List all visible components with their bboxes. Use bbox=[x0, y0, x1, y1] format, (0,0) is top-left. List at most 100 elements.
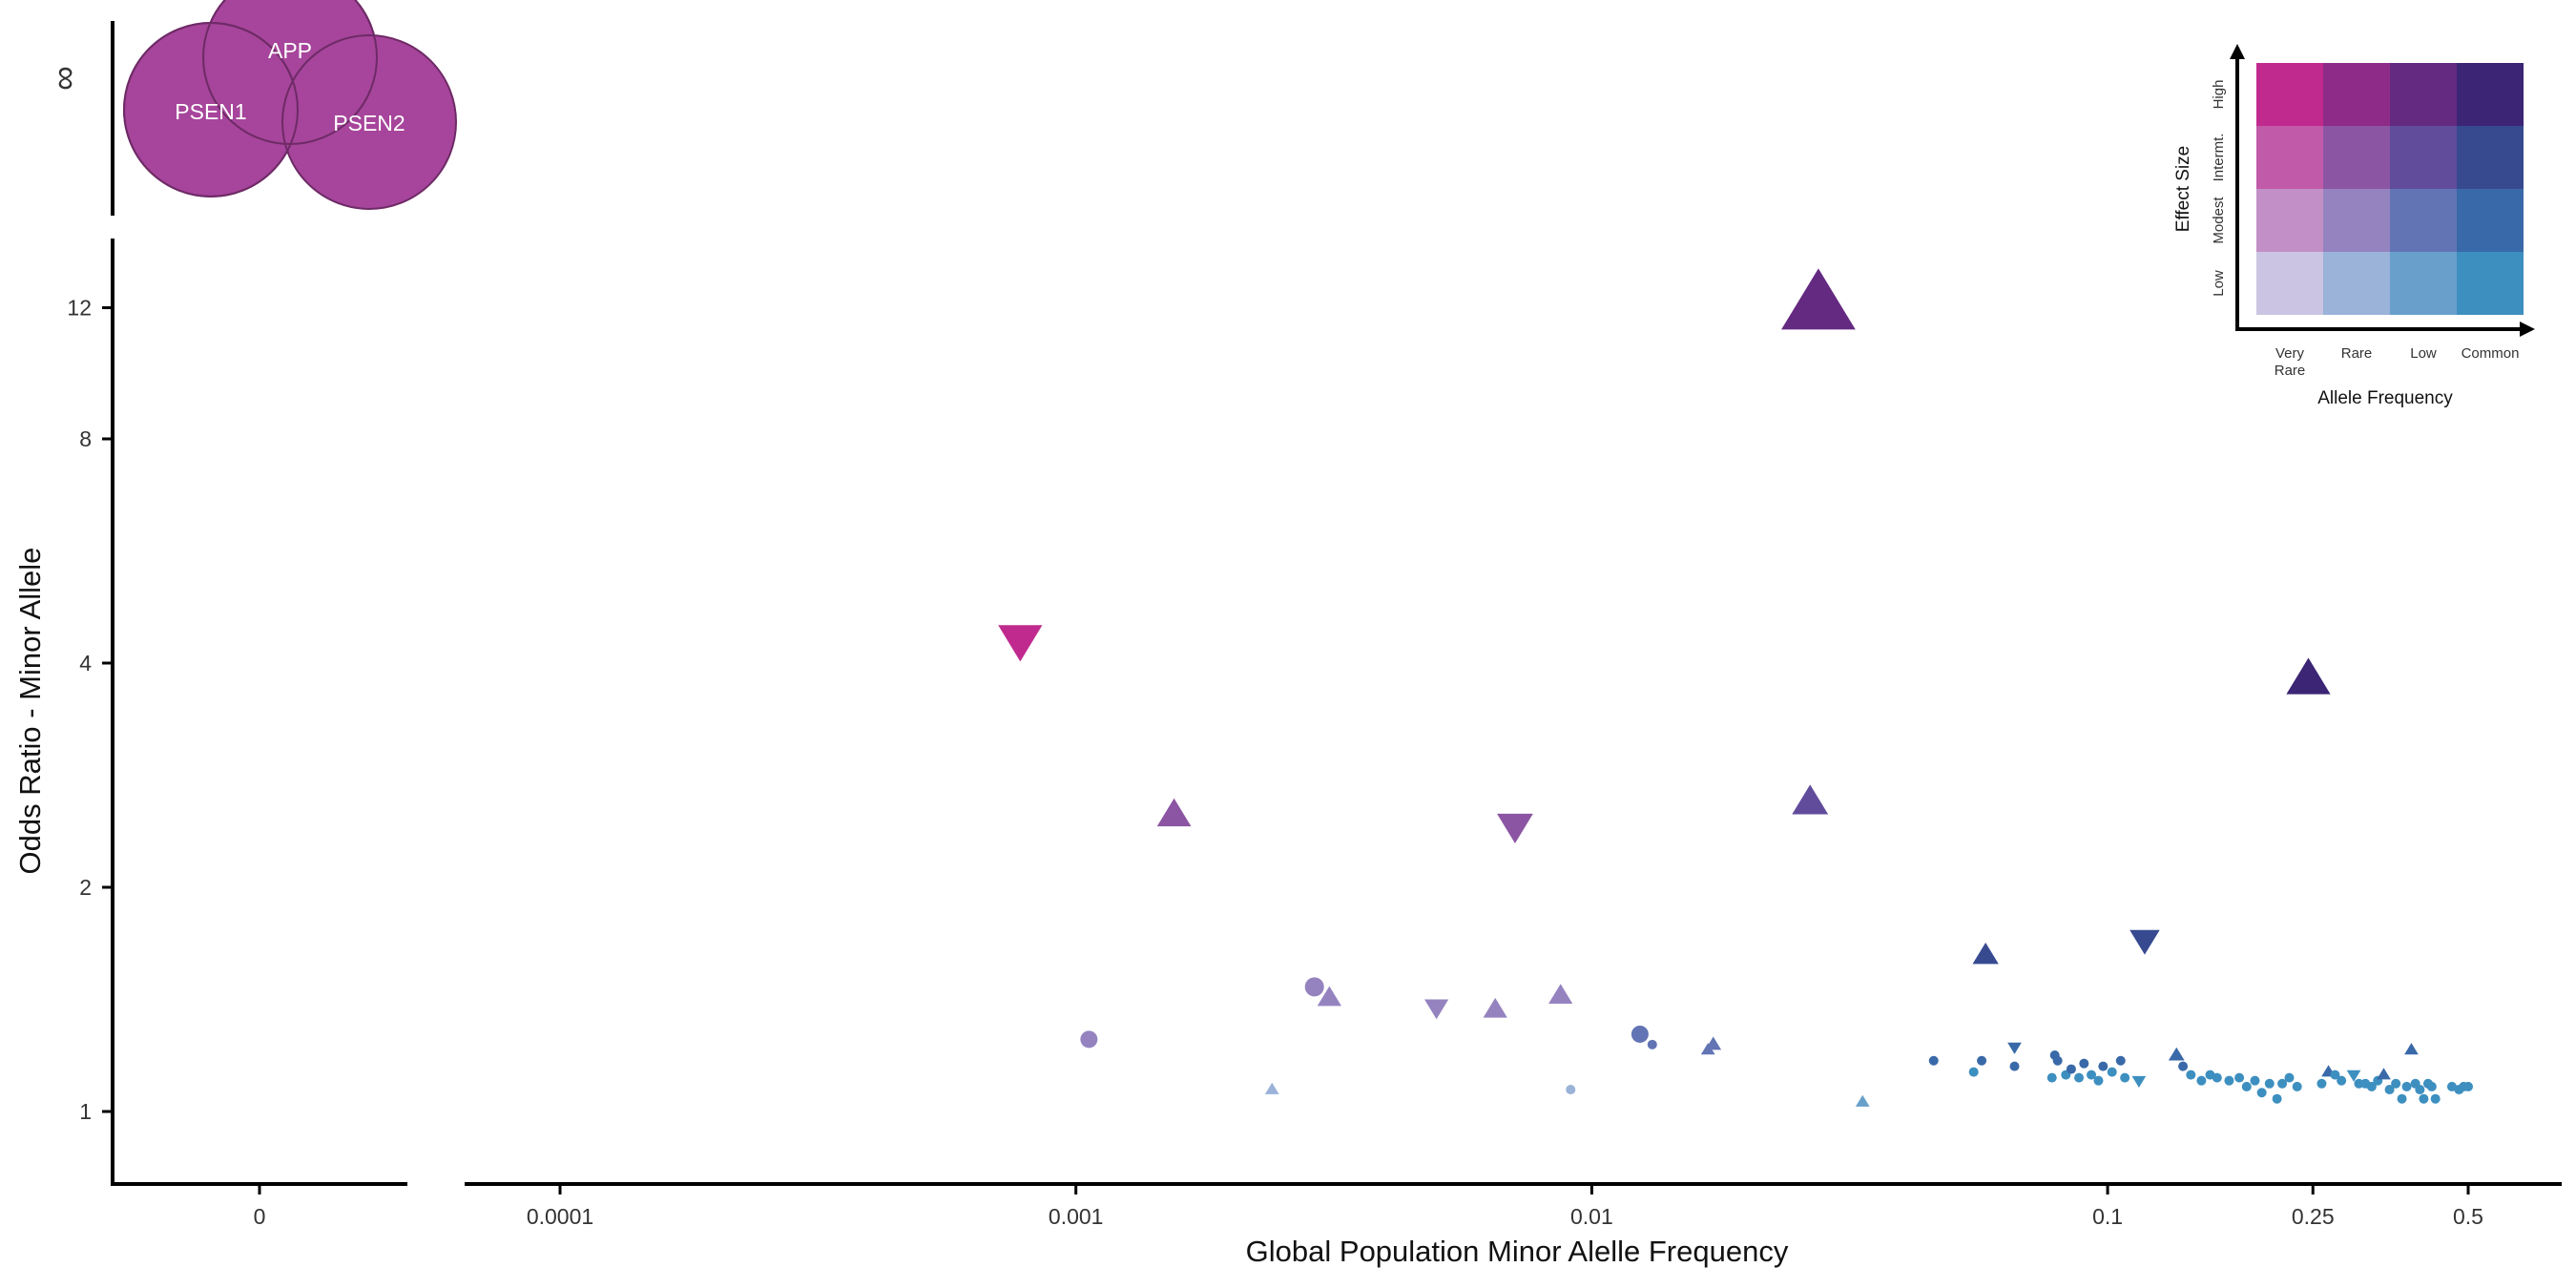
legend-cell-3-3 bbox=[2457, 63, 2524, 126]
data-point-75 bbox=[2426, 1081, 2437, 1091]
legend-y-title: Effect Size bbox=[2173, 146, 2193, 232]
legend-cell-2-1 bbox=[2323, 126, 2390, 189]
legend-x-title: Allele Frequency bbox=[2317, 388, 2453, 408]
bivariate-legend: Very Rare Rare Low Common Low Modest Intermt. H… bbox=[2173, 44, 2535, 408]
legend-cell-0-0 bbox=[2256, 252, 2323, 315]
legend-cell-1-3 bbox=[2457, 189, 2524, 252]
data-point-19 bbox=[1566, 1085, 1576, 1095]
legend-cell-3-2 bbox=[2390, 63, 2457, 126]
x-axis-ticks: 0.0001 0.001 0.01 0.1 0.25 0.5 bbox=[527, 1184, 2483, 1229]
data-point-5 bbox=[1792, 784, 1829, 815]
data-point-15 bbox=[1647, 1039, 1657, 1049]
legend-cell-0-3 bbox=[2457, 252, 2524, 315]
data-point-2 bbox=[2286, 657, 2331, 695]
data-point-7 bbox=[1972, 942, 1999, 965]
data-point-67 bbox=[2391, 1078, 2401, 1089]
data-point-24 bbox=[2007, 1042, 2022, 1054]
data-point-34 bbox=[2093, 1075, 2104, 1086]
data-point-4 bbox=[1497, 813, 1533, 844]
data-point-47 bbox=[2234, 1072, 2245, 1083]
data-point-63 bbox=[2366, 1081, 2377, 1091]
data-point-70 bbox=[2404, 1043, 2419, 1055]
x-tick-label-0.001: 0.001 bbox=[1049, 1204, 1104, 1229]
legend-x-label-3: Common bbox=[2462, 345, 2520, 362]
data-point-56 bbox=[2316, 1078, 2327, 1089]
data-point-32 bbox=[2079, 1058, 2089, 1069]
data-point-8 bbox=[1080, 1030, 1098, 1049]
zero-tick-label: 0 bbox=[254, 1204, 266, 1229]
legend-x-label-2: Low bbox=[2410, 345, 2437, 362]
y-tick-label-2: 2 bbox=[79, 875, 92, 900]
data-point-31 bbox=[2074, 1072, 2085, 1083]
x-tick-label-0.25: 0.25 bbox=[2292, 1204, 2335, 1229]
data-point-9 bbox=[1304, 977, 1324, 997]
x-tick-label-0.01: 0.01 bbox=[1570, 1204, 1613, 1229]
data-point-73 bbox=[2419, 1093, 2429, 1104]
y-tick-label-1: 1 bbox=[79, 1099, 92, 1124]
data-point-55 bbox=[2292, 1081, 2302, 1091]
y-tick-label-8: 8 bbox=[79, 426, 92, 451]
data-point-48 bbox=[2241, 1081, 2252, 1091]
data-point-49 bbox=[2250, 1075, 2260, 1086]
legend-y-label-2: Intermt. bbox=[2211, 134, 2227, 182]
data-point-42 bbox=[2186, 1070, 2196, 1080]
legend-cell-3-0 bbox=[2256, 63, 2323, 126]
venn-label-psen1: PSEN1 bbox=[175, 99, 246, 124]
x-tick-label-0.1: 0.1 bbox=[2092, 1204, 2123, 1229]
data-point-0 bbox=[998, 625, 1043, 662]
x-tick-label-0.0001: 0.0001 bbox=[527, 1204, 593, 1229]
data-point-40 bbox=[2168, 1047, 2185, 1061]
infinity-tick-label: ∞ bbox=[44, 66, 83, 91]
data-point-14 bbox=[1631, 1025, 1649, 1043]
y-tick-label-12: 12 bbox=[67, 296, 92, 321]
data-point-36 bbox=[2107, 1067, 2117, 1077]
data-points bbox=[998, 268, 2473, 1107]
data-point-76 bbox=[2430, 1093, 2441, 1104]
data-point-41 bbox=[2178, 1061, 2189, 1071]
data-point-10 bbox=[1317, 986, 1341, 1007]
legend-y-label-3: High bbox=[2211, 80, 2227, 110]
data-point-18 bbox=[1264, 1082, 1279, 1094]
legend-y-label-0: Low bbox=[2211, 270, 2227, 297]
data-point-66 bbox=[2384, 1085, 2395, 1095]
data-point-68 bbox=[2397, 1093, 2407, 1104]
data-point-52 bbox=[2272, 1093, 2282, 1104]
data-point-33 bbox=[2087, 1070, 2097, 1080]
data-point-35 bbox=[2098, 1061, 2109, 1071]
data-point-53 bbox=[2277, 1078, 2288, 1089]
data-point-39 bbox=[2131, 1075, 2147, 1088]
legend-cell-1-0 bbox=[2256, 189, 2323, 252]
y-axis-title: Odds Ratio - Minor Allele bbox=[13, 548, 47, 875]
legend-cell-3-1 bbox=[2323, 63, 2390, 126]
data-point-22 bbox=[1968, 1067, 1979, 1077]
data-point-21 bbox=[1928, 1055, 1939, 1066]
data-point-12 bbox=[1483, 997, 1507, 1018]
data-point-60 bbox=[2346, 1070, 2361, 1082]
data-point-30 bbox=[2066, 1064, 2076, 1074]
legend-y-label-1: Modest bbox=[2211, 197, 2227, 244]
legend-x-label-0: Very Rare bbox=[2275, 345, 2306, 379]
data-point-17 bbox=[1700, 1043, 1715, 1055]
data-point-38 bbox=[2120, 1072, 2130, 1083]
legend-cell-2-2 bbox=[2390, 126, 2457, 189]
data-point-13 bbox=[1548, 984, 1573, 1005]
data-point-51 bbox=[2264, 1078, 2275, 1089]
data-point-27 bbox=[2052, 1055, 2063, 1066]
venn-label-app: APP bbox=[268, 38, 312, 63]
data-point-37 bbox=[2115, 1055, 2126, 1066]
y-tick-label-4: 4 bbox=[79, 651, 92, 675]
data-point-3 bbox=[1156, 798, 1192, 827]
legend-cell-0-2 bbox=[2390, 252, 2457, 315]
venn-circle-psen2 bbox=[281, 34, 457, 210]
data-point-59 bbox=[2337, 1075, 2347, 1086]
legend-cell-1-1 bbox=[2323, 189, 2390, 252]
data-point-54 bbox=[2284, 1072, 2295, 1083]
x-tick-label-0.5: 0.5 bbox=[2453, 1204, 2483, 1229]
gene-venn-diagram: APP PSEN1 PSEN2 bbox=[123, 0, 457, 210]
data-point-72 bbox=[2415, 1085, 2425, 1095]
data-point-50 bbox=[2256, 1088, 2267, 1098]
legend-cell-2-3 bbox=[2457, 126, 2524, 189]
data-point-80 bbox=[2463, 1081, 2473, 1091]
